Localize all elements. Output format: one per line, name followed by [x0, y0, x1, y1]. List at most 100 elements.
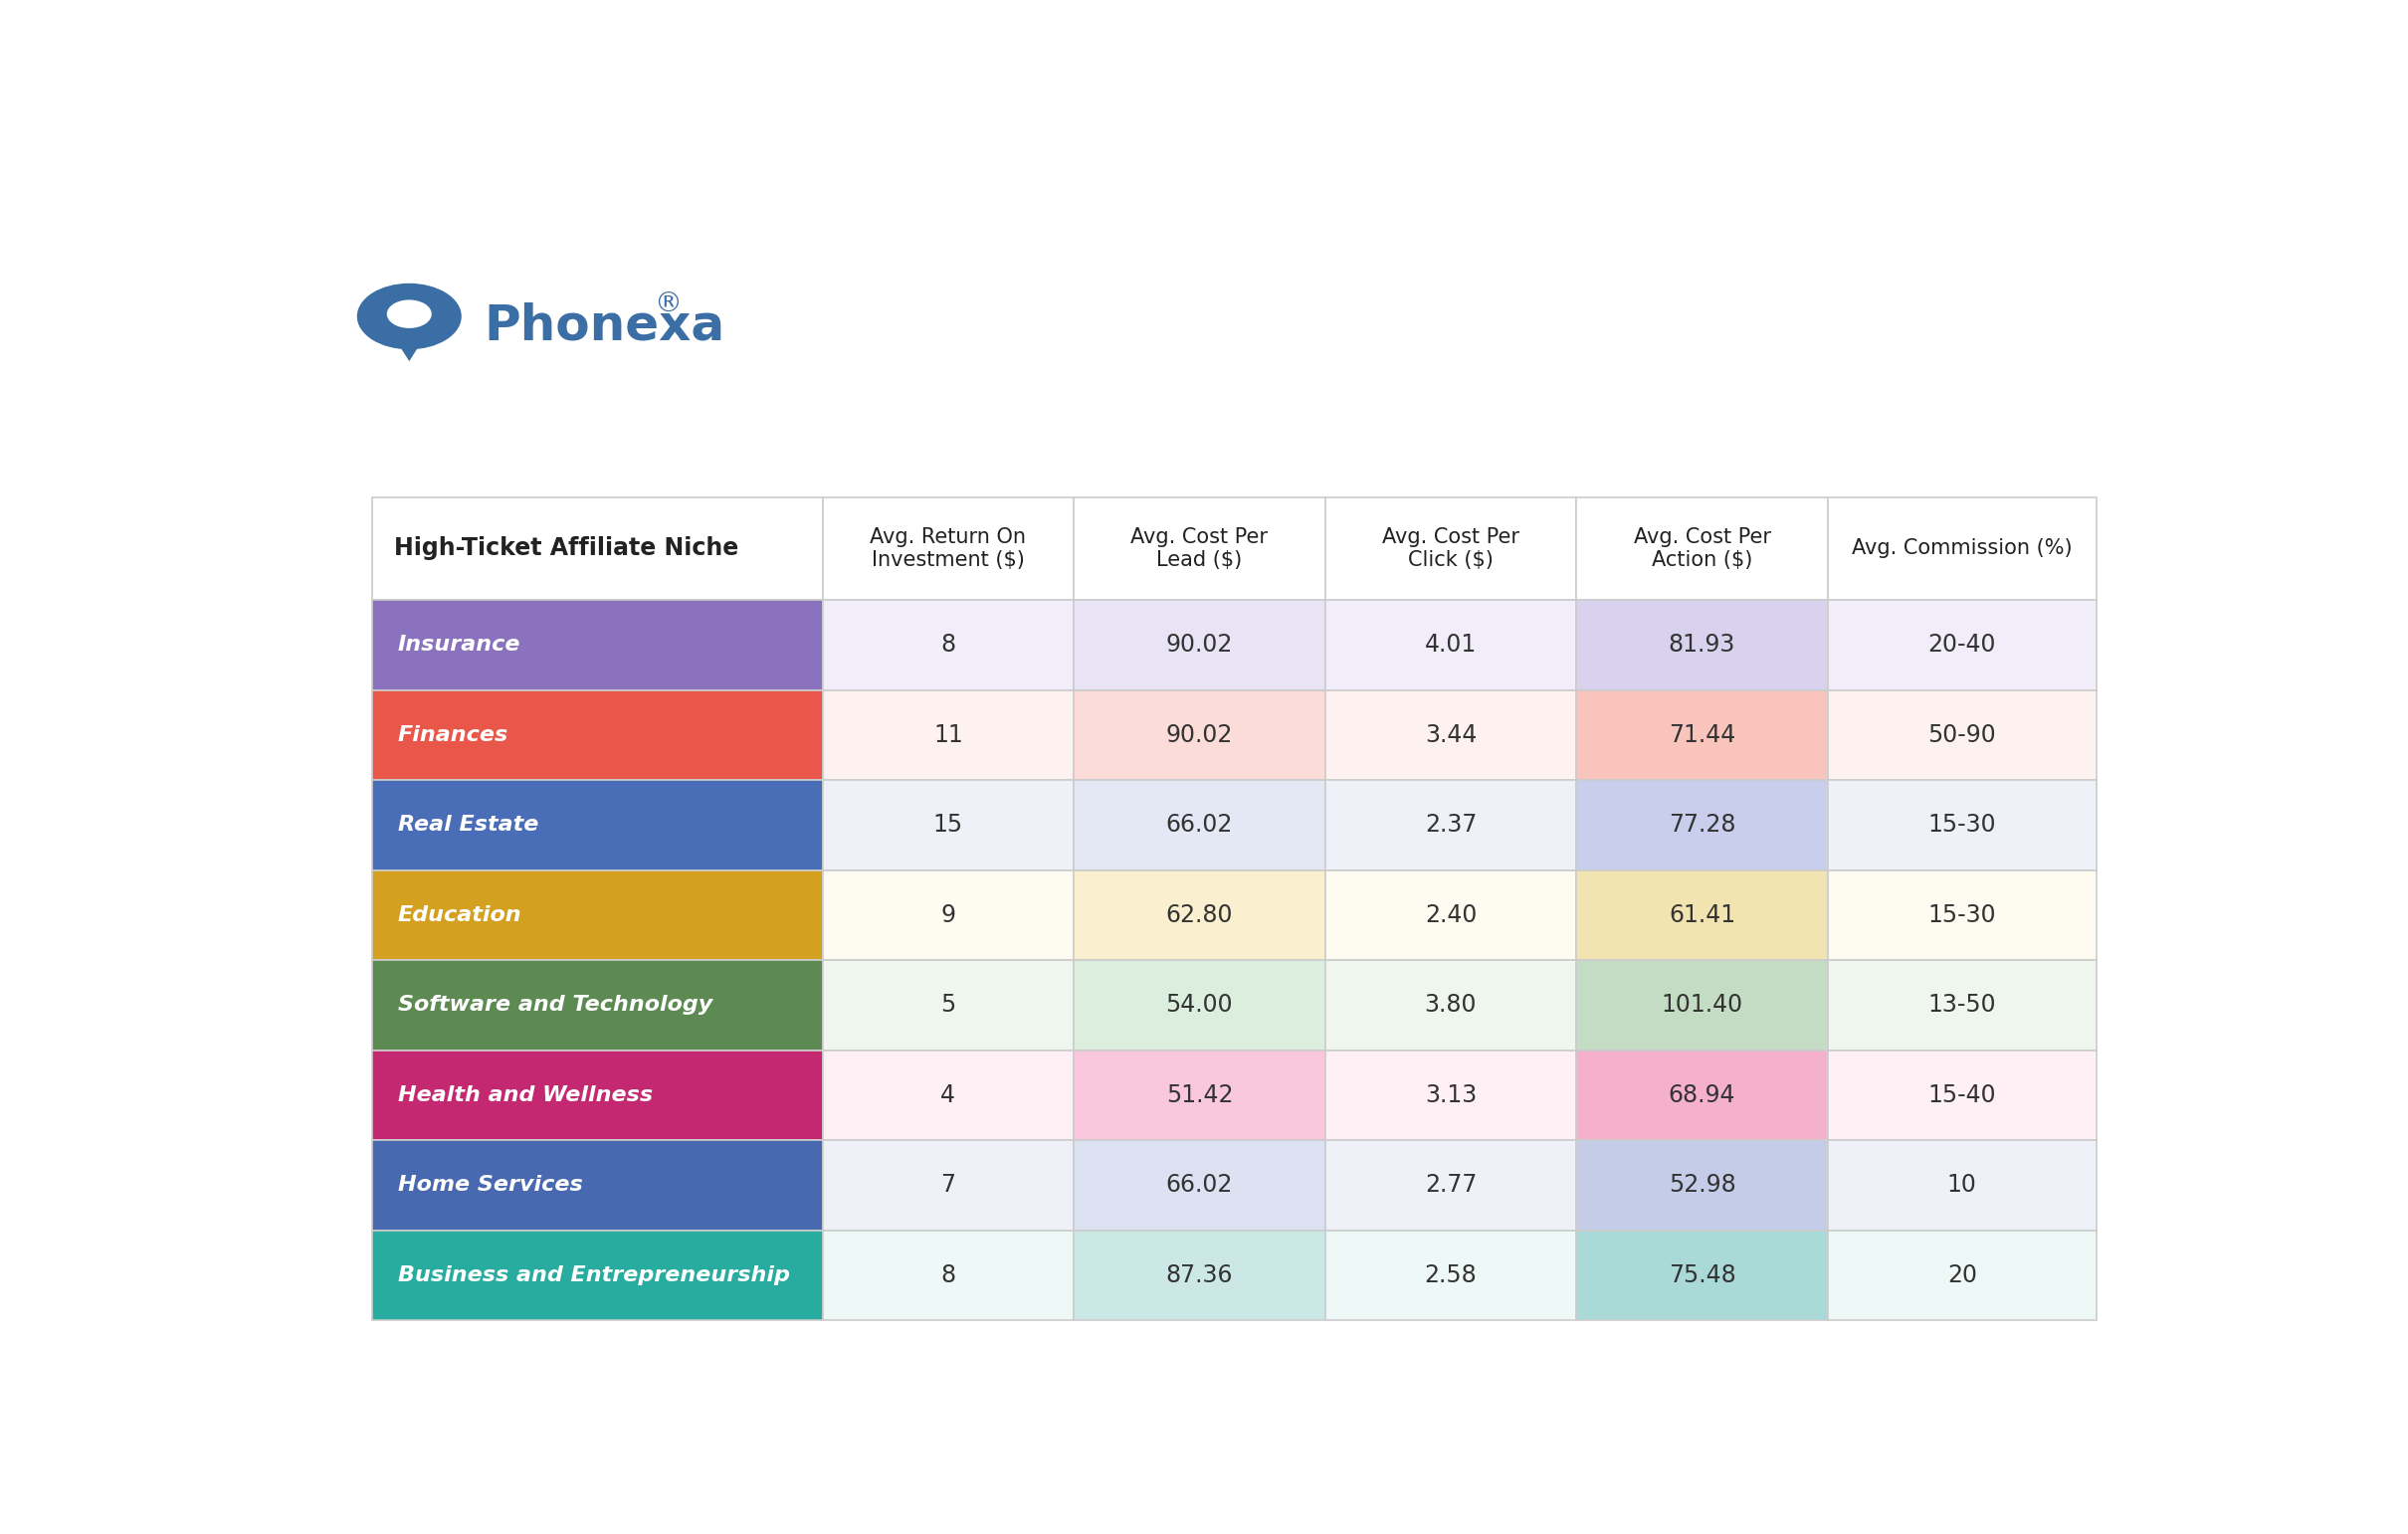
Text: 15-30: 15-30	[1929, 813, 1996, 838]
FancyBboxPatch shape	[1324, 1230, 1577, 1321]
FancyBboxPatch shape	[1074, 497, 1324, 600]
Text: 52.98: 52.98	[1669, 1174, 1736, 1197]
Text: Education: Education	[397, 905, 523, 925]
Text: 66.02: 66.02	[1165, 813, 1233, 838]
Text: 2.58: 2.58	[1426, 1264, 1476, 1287]
FancyBboxPatch shape	[1828, 690, 2097, 781]
Text: 2.37: 2.37	[1426, 813, 1476, 838]
FancyBboxPatch shape	[1577, 497, 1828, 600]
FancyBboxPatch shape	[824, 960, 1074, 1051]
Text: 4: 4	[942, 1083, 956, 1108]
Text: 77.28: 77.28	[1669, 813, 1736, 838]
FancyBboxPatch shape	[1074, 1230, 1324, 1321]
Circle shape	[356, 284, 462, 350]
Text: 7: 7	[942, 1174, 956, 1197]
Text: Avg. Return On
Investment ($): Avg. Return On Investment ($)	[869, 528, 1026, 571]
FancyBboxPatch shape	[371, 690, 824, 781]
Text: Avg. Cost Per
Lead ($): Avg. Cost Per Lead ($)	[1132, 528, 1269, 571]
FancyBboxPatch shape	[1828, 1140, 2097, 1230]
FancyBboxPatch shape	[1828, 1051, 2097, 1140]
FancyBboxPatch shape	[1074, 1140, 1324, 1230]
Text: Phonexa: Phonexa	[484, 302, 725, 350]
FancyBboxPatch shape	[1074, 781, 1324, 870]
FancyBboxPatch shape	[824, 1140, 1074, 1230]
Text: Software and Technology: Software and Technology	[397, 996, 713, 1016]
FancyBboxPatch shape	[371, 497, 824, 600]
Text: 61.41: 61.41	[1669, 904, 1736, 927]
Text: Avg. Cost Per
Action ($): Avg. Cost Per Action ($)	[1633, 528, 1770, 571]
Text: 11: 11	[934, 723, 963, 747]
Text: ®: ®	[653, 290, 681, 319]
Text: Avg. Cost Per
Click ($): Avg. Cost Per Click ($)	[1382, 528, 1519, 571]
Text: 81.93: 81.93	[1669, 634, 1736, 657]
Text: Health and Wellness: Health and Wellness	[397, 1086, 653, 1104]
Text: 75.48: 75.48	[1669, 1264, 1736, 1287]
FancyBboxPatch shape	[1074, 690, 1324, 781]
Circle shape	[388, 299, 431, 328]
FancyBboxPatch shape	[1324, 781, 1577, 870]
FancyBboxPatch shape	[371, 1140, 824, 1230]
FancyBboxPatch shape	[1324, 690, 1577, 781]
FancyBboxPatch shape	[1828, 600, 2097, 690]
FancyBboxPatch shape	[824, 690, 1074, 781]
FancyBboxPatch shape	[1577, 600, 1828, 690]
Text: 13-50: 13-50	[1929, 994, 1996, 1017]
FancyBboxPatch shape	[1324, 1051, 1577, 1140]
FancyBboxPatch shape	[371, 1051, 824, 1140]
FancyBboxPatch shape	[1828, 960, 2097, 1051]
FancyBboxPatch shape	[1324, 497, 1577, 600]
FancyBboxPatch shape	[1828, 870, 2097, 960]
FancyBboxPatch shape	[1828, 497, 2097, 600]
Text: 2.40: 2.40	[1426, 904, 1476, 927]
FancyBboxPatch shape	[1074, 1051, 1324, 1140]
FancyBboxPatch shape	[371, 781, 824, 870]
Text: 3.44: 3.44	[1426, 723, 1476, 747]
Text: 20: 20	[1948, 1264, 1977, 1287]
FancyBboxPatch shape	[371, 960, 824, 1051]
FancyBboxPatch shape	[1577, 1230, 1828, 1321]
FancyBboxPatch shape	[1074, 960, 1324, 1051]
Text: 68.94: 68.94	[1669, 1083, 1736, 1108]
Text: 15: 15	[934, 813, 963, 838]
FancyBboxPatch shape	[1577, 781, 1828, 870]
FancyBboxPatch shape	[1577, 1140, 1828, 1230]
Text: 87.36: 87.36	[1165, 1264, 1233, 1287]
Text: 8: 8	[942, 1264, 956, 1287]
FancyBboxPatch shape	[1324, 600, 1577, 690]
Polygon shape	[390, 331, 429, 360]
Text: 3.80: 3.80	[1426, 994, 1476, 1017]
FancyBboxPatch shape	[1577, 1051, 1828, 1140]
FancyBboxPatch shape	[1074, 600, 1324, 690]
Text: High-Ticket Affiliate Niche: High-Ticket Affiliate Niche	[395, 537, 739, 560]
Text: 3.13: 3.13	[1426, 1083, 1476, 1108]
FancyBboxPatch shape	[371, 1230, 824, 1321]
FancyBboxPatch shape	[824, 497, 1074, 600]
Text: 2.77: 2.77	[1426, 1174, 1476, 1197]
FancyBboxPatch shape	[1324, 870, 1577, 960]
FancyBboxPatch shape	[1324, 960, 1577, 1051]
FancyBboxPatch shape	[1577, 870, 1828, 960]
Text: 8: 8	[942, 634, 956, 657]
FancyBboxPatch shape	[1828, 1230, 2097, 1321]
FancyBboxPatch shape	[824, 1051, 1074, 1140]
Text: 71.44: 71.44	[1669, 723, 1736, 747]
Text: 101.40: 101.40	[1662, 994, 1743, 1017]
Text: 10: 10	[1948, 1174, 1977, 1197]
Text: 50-90: 50-90	[1929, 723, 1996, 747]
FancyBboxPatch shape	[1074, 870, 1324, 960]
Text: Home Services: Home Services	[397, 1175, 583, 1195]
Text: 90.02: 90.02	[1165, 723, 1233, 747]
Text: 5: 5	[942, 994, 956, 1017]
Text: 54.00: 54.00	[1165, 994, 1233, 1017]
FancyBboxPatch shape	[824, 870, 1074, 960]
Text: 51.42: 51.42	[1165, 1083, 1233, 1108]
FancyBboxPatch shape	[824, 781, 1074, 870]
Text: 9: 9	[942, 904, 956, 927]
Text: 66.02: 66.02	[1165, 1174, 1233, 1197]
Text: 15-30: 15-30	[1929, 904, 1996, 927]
Text: 4.01: 4.01	[1426, 634, 1476, 657]
FancyBboxPatch shape	[1324, 1140, 1577, 1230]
Text: Real Estate: Real Estate	[397, 815, 539, 834]
FancyBboxPatch shape	[824, 600, 1074, 690]
Text: 20-40: 20-40	[1929, 634, 1996, 657]
